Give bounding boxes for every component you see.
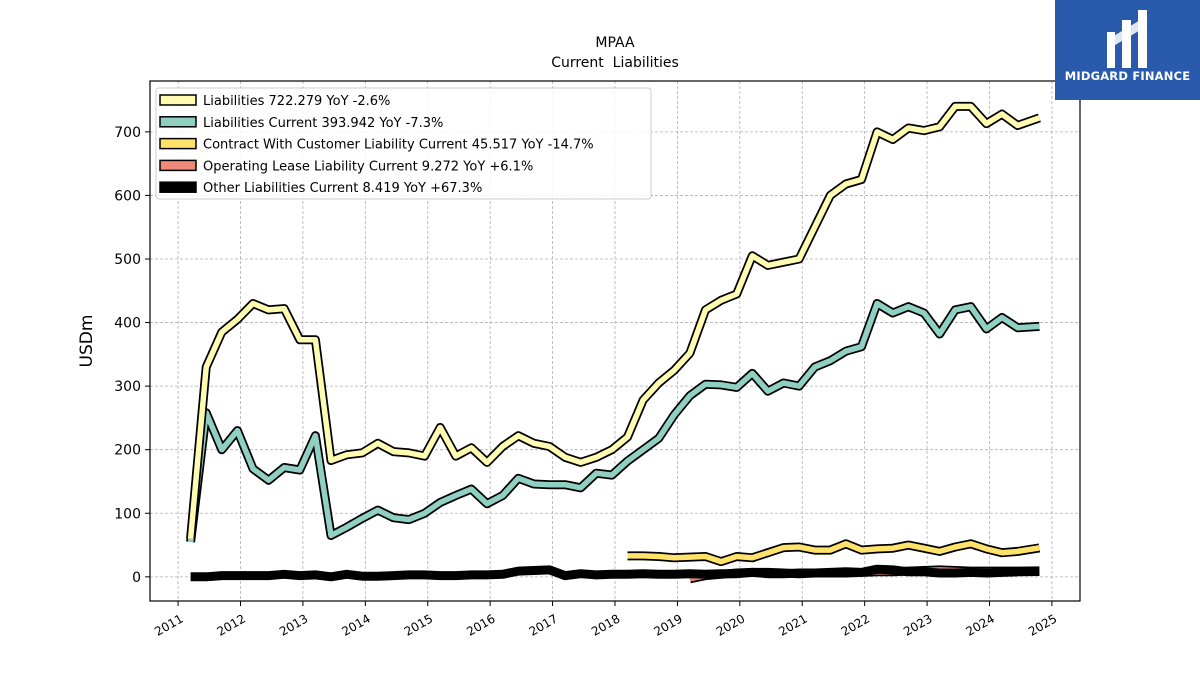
legend-swatch	[159, 116, 197, 128]
x-tick-label: 2025	[1026, 611, 1059, 638]
legend-label: Other Liabilities Current 8.419 YoY +67.…	[203, 181, 482, 196]
y-tick-label: 400	[114, 316, 141, 332]
x-tick-label: 2015	[402, 611, 435, 638]
x-tick-label: 2022	[839, 611, 872, 638]
legend-swatch	[159, 181, 197, 193]
y-tick-label: 200	[114, 443, 141, 459]
x-tick-label: 2020	[714, 611, 747, 638]
legend-swatch	[159, 94, 197, 106]
x-tick-label: 2017	[527, 611, 560, 638]
x-tick-label: 2019	[651, 611, 684, 638]
series-line-4	[190, 564, 1040, 582]
y-tick-label: 500	[114, 252, 141, 268]
legend-swatch	[159, 159, 197, 172]
y-tick-label: 700	[114, 125, 141, 141]
series-line-0	[187, 103, 1041, 539]
legend-swatch	[159, 137, 197, 150]
series-layer	[186, 101, 1041, 584]
y-tick-label: 0	[132, 570, 141, 586]
y-axis: 0 100 200 300 400 500 600 700	[114, 125, 150, 586]
x-tick-label: 2011	[152, 611, 185, 638]
y-tick-label: 300	[114, 379, 141, 395]
series-line-1	[187, 300, 1040, 543]
x-tick-label: 2021	[776, 611, 809, 638]
x-tick-label: 2016	[464, 611, 497, 638]
brand-name: MIDGARD FINANCE	[1064, 69, 1191, 83]
x-tick-label: 2012	[215, 611, 248, 638]
series-line-2	[627, 541, 1040, 565]
midgard-logo-icon	[1107, 10, 1147, 68]
x-tick-label: 2013	[277, 611, 310, 638]
chart-title: MPAA	[595, 35, 635, 51]
y-tick-label: 100	[114, 506, 141, 522]
legend-label: Liabilities 722.279 YoY -2.6%	[203, 94, 390, 109]
x-tick-label: 2018	[589, 611, 622, 638]
legend-label: Operating Lease Liability Current 9.272 …	[203, 159, 533, 174]
brand-logo: MIDGARD FINANCE	[1055, 0, 1200, 100]
x-tick-label: 2014	[339, 611, 372, 638]
y-axis-label: USDm	[77, 315, 97, 368]
y-tick-label: 600	[114, 188, 141, 204]
legend-box	[155, 87, 652, 200]
x-tick-label: 2024	[964, 611, 997, 638]
x-axis: 2011 2012 2013 2014 2015 2016 2017 2018 2019 2020…	[152, 601, 1059, 639]
legend-label: Liabilities Current 393.942 YoY -7.3%	[203, 116, 443, 131]
chart-subtitle: Current Liabilities	[551, 55, 679, 71]
legend-label: Contract With Customer Liability Current…	[203, 138, 594, 153]
x-tick-label: 2023	[901, 611, 934, 638]
legend: Liabilities 722.279 YoY -2.6% Liabilities…	[155, 87, 652, 200]
